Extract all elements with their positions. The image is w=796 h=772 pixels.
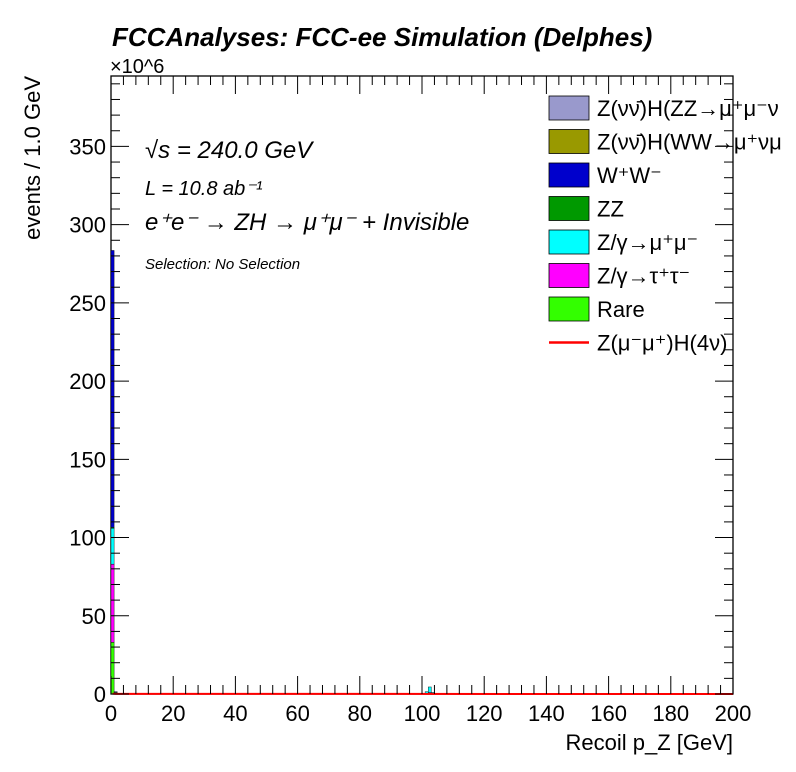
legend-label: Z(μ⁻μ⁺)H(4ν) (597, 331, 727, 356)
x-tick-label: 40 (223, 701, 247, 726)
y-tick-label: 50 (82, 604, 106, 629)
legend-swatch (548, 296, 590, 322)
axis-ticks: 0 20 40 60 80 100 120 140 160 180 200 0 50 100 150 200 2… (69, 76, 751, 726)
legend: Z(νν̄)H(ZZ→μ⁺μ⁻ν Z(νν̄)H(WW→μ⁺νμ W⁺W⁻ ZZ Z/γ… (548, 95, 782, 356)
y-tick-label: 250 (69, 291, 106, 316)
y-axis-label: events / 1.0 GeV (20, 76, 45, 240)
legend-swatch (548, 95, 590, 121)
legend-label: Z/γ→μ⁺μ⁻ (597, 230, 698, 255)
legend-swatch (548, 162, 590, 188)
y-tick-label: 200 (69, 369, 106, 394)
bar (428, 686, 432, 693)
legend-label: Z/γ→τ⁺τ⁻ (597, 264, 690, 289)
x-tick-label: 120 (466, 701, 503, 726)
annotation-sqrt-s: √s = 240.0 GeV (145, 137, 314, 164)
legend-label: Z(νν̄)H(ZZ→μ⁺μ⁻ν (597, 96, 779, 121)
annotation-luminosity: L = 10.8 ab⁻¹ (145, 178, 263, 200)
y-tick-label: 150 (69, 447, 106, 472)
x-tick-label: 80 (348, 701, 372, 726)
legend-label: ZZ (597, 197, 624, 222)
bar (110, 563, 115, 643)
x-tick-label: 100 (404, 701, 441, 726)
y-tick-label: 350 (69, 134, 106, 159)
bar (113, 691, 118, 693)
legend-swatch (548, 229, 590, 255)
y-tick-label: 300 (69, 213, 106, 238)
legend-swatch (548, 129, 590, 154)
annotation-process: e⁺e⁻ → ZH → μ⁺μ⁻ + Invisible (145, 209, 469, 236)
x-tick-label: 200 (715, 701, 752, 726)
x-tick-label: 0 (105, 701, 117, 726)
legend-label: Rare (597, 297, 645, 322)
bar (110, 250, 115, 528)
legend-label: W⁺W⁻ (597, 163, 662, 188)
x-tick-label: 20 (161, 701, 185, 726)
legend-label: Z(νν̄)H(WW→μ⁺νμ (597, 130, 782, 155)
y-tick-label: 100 (69, 526, 106, 551)
y-scale-multiplier: ×10^6 (110, 56, 164, 78)
y-tick-label: 0 (94, 682, 106, 707)
x-tick-label: 160 (590, 701, 627, 726)
x-axis-label: Recoil p_Z [GeV] (565, 730, 733, 755)
legend-swatch (548, 263, 590, 288)
x-tick-label: 140 (528, 701, 565, 726)
x-tick-label: 60 (285, 701, 309, 726)
annotation-selection: Selection: No Selection (145, 256, 300, 273)
bar (110, 527, 115, 565)
chart-title: FCCAnalyses: FCC-ee Simulation (Delphes) (112, 22, 652, 52)
x-tick-label: 180 (652, 701, 689, 726)
legend-swatch (548, 196, 590, 221)
